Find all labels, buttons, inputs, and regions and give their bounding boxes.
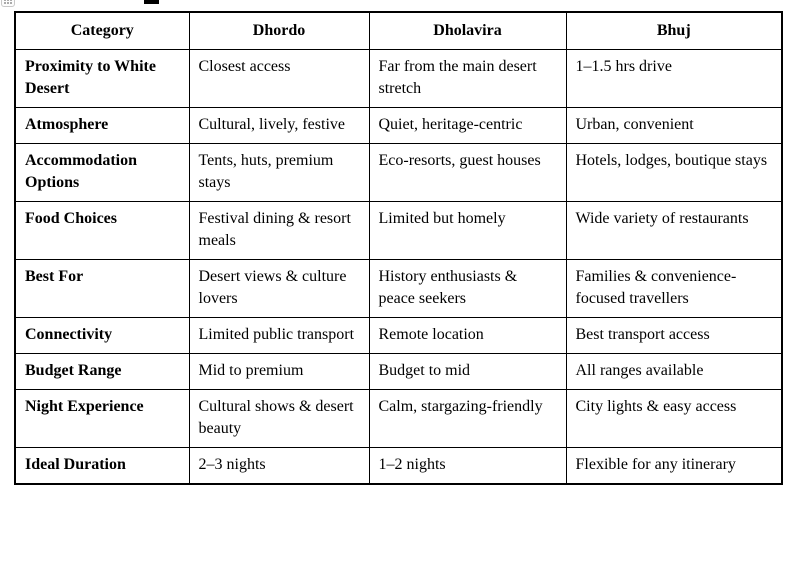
cell-dholavira: Budget to mid: [368, 353, 567, 390]
cell-bhuj: Wide variety of restaurants: [565, 201, 783, 260]
table-row: Atmosphere Cultural, lively, festive Qui…: [14, 107, 783, 144]
cell-dhordo: 2–3 nights: [188, 447, 370, 485]
cell-dhordo: Desert views & culture lovers: [188, 259, 370, 318]
cell-category: Atmosphere: [14, 107, 190, 144]
cell-category: Best For: [14, 259, 190, 318]
table-row: Budget Range Mid to premium Budget to mi…: [14, 353, 783, 390]
table-row: Proximity to White Desert Closest access…: [14, 49, 783, 108]
cell-dhordo: Mid to premium: [188, 353, 370, 390]
cell-bhuj: 1–1.5 hrs drive: [565, 49, 783, 108]
cell-category: Connectivity: [14, 317, 190, 354]
cell-bhuj: City lights & easy access: [565, 389, 783, 448]
cell-dhordo: Limited public transport: [188, 317, 370, 354]
cell-category: Night Experience: [14, 389, 190, 448]
cell-category: Budget Range: [14, 353, 190, 390]
cell-bhuj: Urban, convenient: [565, 107, 783, 144]
cell-dholavira: Limited but homely: [368, 201, 567, 260]
cell-dhordo: Tents, huts, premium stays: [188, 143, 370, 202]
clipped-title-fragment: [144, 0, 159, 4]
cell-bhuj: Best transport access: [565, 317, 783, 354]
table-row: Connectivity Limited public transport Re…: [14, 317, 783, 354]
cell-bhuj: Families & convenience-focused traveller…: [565, 259, 783, 318]
cell-dholavira: Far from the main desert stretch: [368, 49, 567, 108]
cell-category: Accommodation Options: [14, 143, 190, 202]
cell-dholavira: Calm, stargazing-friendly: [368, 389, 567, 448]
col-header-dholavira: Dholavira: [368, 11, 567, 50]
cell-category: Food Choices: [14, 201, 190, 260]
cell-dhordo: Festival dining & resort meals: [188, 201, 370, 260]
table-row: Best For Desert views & culture lovers H…: [14, 259, 783, 318]
table-row: Food Choices Festival dining & resort me…: [14, 201, 783, 260]
cell-bhuj: All ranges available: [565, 353, 783, 390]
drag-dots-icon: [4, 0, 12, 4]
col-header-bhuj: Bhuj: [565, 11, 783, 50]
table-drag-handle-icon[interactable]: [1, 0, 15, 7]
col-header-category: Category: [14, 11, 190, 50]
table-row: Accommodation Options Tents, huts, premi…: [14, 143, 783, 202]
cell-dholavira: Eco-resorts, guest houses: [368, 143, 567, 202]
cell-category: Ideal Duration: [14, 447, 190, 485]
cell-dholavira: History enthusiasts & peace seekers: [368, 259, 567, 318]
cell-dholavira: Remote location: [368, 317, 567, 354]
cell-dholavira: Quiet, heritage-centric: [368, 107, 567, 144]
header-row: Category Dhordo Dholavira Bhuj: [14, 11, 783, 50]
cell-dhordo: Cultural, lively, festive: [188, 107, 370, 144]
cell-dhordo: Closest access: [188, 49, 370, 108]
col-header-dhordo: Dhordo: [188, 11, 370, 50]
cell-bhuj: Flexible for any itinerary: [565, 447, 783, 485]
cell-category: Proximity to White Desert: [14, 49, 190, 108]
table-row: Night Experience Cultural shows & desert…: [14, 389, 783, 448]
cell-bhuj: Hotels, lodges, boutique stays: [565, 143, 783, 202]
comparison-table: Category Dhordo Dholavira Bhuj Proximity…: [14, 11, 783, 485]
cell-dholavira: 1–2 nights: [368, 447, 567, 485]
cell-dhordo: Cultural shows & desert beauty: [188, 389, 370, 448]
table-row: Ideal Duration 2–3 nights 1–2 nights Fle…: [14, 447, 783, 485]
